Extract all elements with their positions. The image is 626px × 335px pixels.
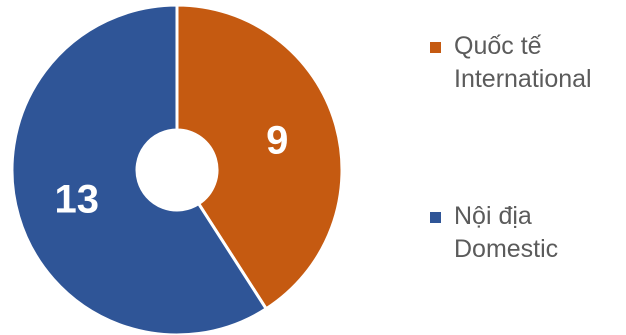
legend-item-international: Quốc tế International (430, 30, 626, 96)
legend-text-international: Quốc tế International (454, 30, 592, 96)
slices (10, 3, 344, 335)
legend-label-en-international: International (454, 65, 592, 93)
legend-label-en-domestic: Domestic (454, 235, 559, 263)
legend-swatch-domestic (430, 212, 441, 223)
slice-labels: 9 13 (54, 119, 288, 222)
data-label-domestic: 13 (54, 177, 99, 221)
legend-text-domestic: Nội địa Domestic (454, 200, 558, 266)
slice-domestic (10, 3, 269, 335)
legend-label-vi-international: Quốc tế (454, 32, 542, 60)
data-label-international: 9 (266, 119, 288, 163)
legend-item-domestic: Nội địa Domestic (430, 200, 626, 266)
legend-label-vi-domestic: Nội địa (454, 202, 532, 230)
legend-swatch-international (430, 42, 441, 53)
